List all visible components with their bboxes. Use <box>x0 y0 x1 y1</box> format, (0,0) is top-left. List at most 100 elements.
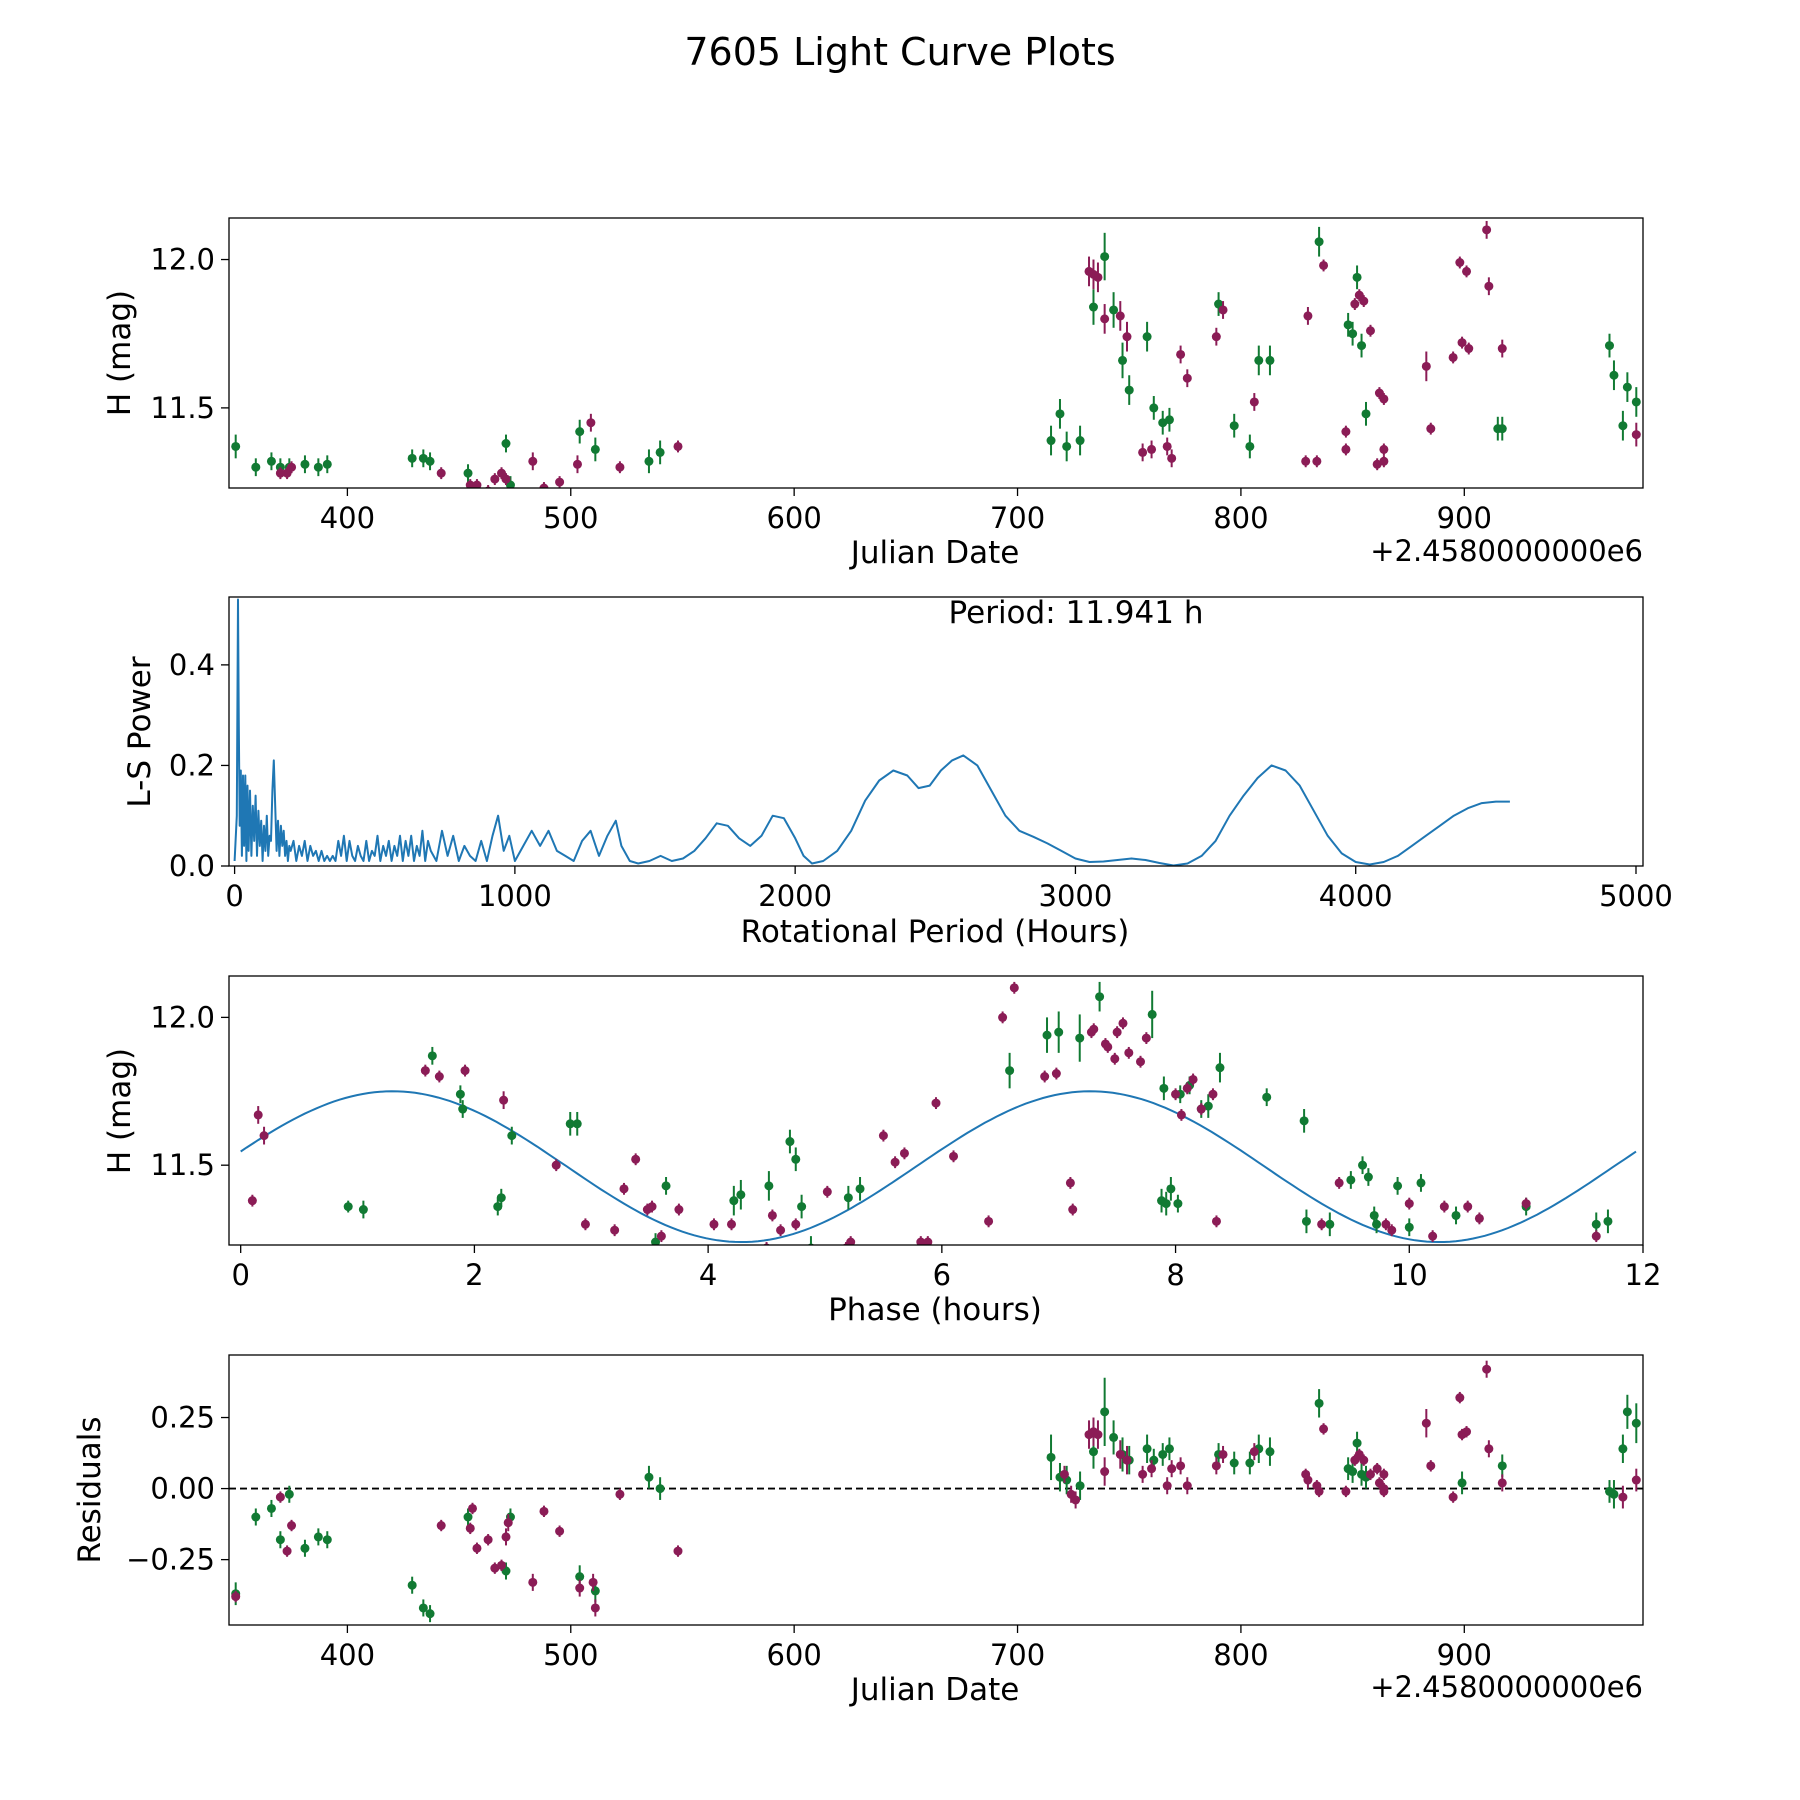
residuals-point-maroon <box>1162 1481 1172 1491</box>
residuals-point-maroon <box>1218 1449 1228 1459</box>
phased-point-maroon <box>247 1196 257 1206</box>
phased-point-green <box>358 1205 368 1215</box>
lightcurve-point-green <box>1357 341 1367 351</box>
lightcurve-point-green <box>1618 421 1628 431</box>
lightcurve-point-green <box>418 453 428 463</box>
lightcurve-point-maroon <box>287 462 297 472</box>
lightcurve-point-green <box>1604 341 1614 351</box>
phased-point-green <box>458 1104 468 1114</box>
phased-ylabel: H (mag) <box>102 1048 138 1174</box>
phased-point-maroon <box>674 1205 684 1215</box>
lightcurve-point-green <box>1164 415 1174 425</box>
lightcurve-point-maroon <box>1162 441 1172 451</box>
residuals-point-maroon <box>1426 1461 1436 1471</box>
phased-xtick-label: 0 <box>231 1258 249 1292</box>
phased-point-maroon <box>1112 1027 1122 1037</box>
phased-point-maroon <box>1428 1231 1438 1241</box>
phased-point-green <box>1173 1199 1183 1209</box>
residuals-point-green <box>1158 1449 1168 1459</box>
lightcurve-point-maroon <box>615 462 625 472</box>
lightcurve-point-maroon <box>673 441 683 451</box>
lightcurve-point-green <box>1265 355 1275 365</box>
phased-point-green <box>1042 1030 1052 1040</box>
residuals-point-maroon <box>1314 1486 1324 1496</box>
residuals-point-green <box>655 1484 665 1494</box>
phased-point-maroon <box>1334 1178 1344 1188</box>
residuals-xtick-label: 700 <box>990 1638 1045 1672</box>
phased-point-maroon <box>1182 1083 1192 1093</box>
lightcurve-xtick-label: 600 <box>766 501 821 535</box>
residuals-offset-label: +2.4580000000e6 <box>1370 1670 1643 1704</box>
residuals-point-maroon <box>1379 1469 1389 1479</box>
lightcurve-point-green <box>1055 409 1065 419</box>
lightcurve-point-maroon <box>1138 447 1148 457</box>
residuals-point-green <box>1348 1467 1358 1477</box>
residuals-point-maroon <box>575 1583 585 1593</box>
phased-point-green <box>1346 1175 1356 1185</box>
residuals-xlabel: Julian Date <box>849 1672 1020 1708</box>
phased-point-maroon <box>619 1184 629 1194</box>
lightcurve-point-maroon <box>1484 281 1494 291</box>
lightcurve-point-green <box>1361 409 1371 419</box>
residuals-point-maroon <box>1115 1449 1125 1459</box>
lightcurve-point-maroon <box>1350 299 1360 309</box>
periodogram-xtick-label: 1000 <box>478 879 552 913</box>
lightcurve-point-green <box>575 427 585 437</box>
phased-point-maroon <box>726 1219 736 1229</box>
lightcurve-point-maroon <box>528 456 538 466</box>
residuals-point-maroon <box>555 1526 565 1536</box>
phased-point-maroon <box>499 1095 509 1105</box>
lightcurve-point-maroon <box>1359 296 1369 306</box>
residuals-point-maroon <box>1303 1475 1313 1485</box>
lightcurve-point-green <box>590 444 600 454</box>
residuals-point-maroon <box>1100 1467 1110 1477</box>
residuals-point-green <box>1075 1481 1085 1491</box>
phased-point-green <box>1054 1027 1064 1037</box>
periodogram-xtick-label: 3000 <box>1039 879 1113 913</box>
residuals-point-green <box>644 1472 654 1482</box>
phased-point-maroon <box>1124 1048 1134 1058</box>
lightcurve-point-green <box>501 438 511 448</box>
phased-point-maroon <box>890 1157 900 1167</box>
residuals-xtick-label: 400 <box>320 1638 375 1672</box>
lightcurve-point-maroon <box>1379 394 1389 404</box>
lightcurve-point-green <box>300 459 310 469</box>
period-annotation: Period: 11.941 h <box>949 595 1204 631</box>
periodogram-ytick-label: 0.4 <box>169 648 215 682</box>
lightcurve-point-maroon <box>1249 397 1259 407</box>
residuals-point-green <box>1618 1444 1628 1454</box>
lightcurve-point-maroon <box>1426 424 1436 434</box>
periodogram-xtick-label: 4000 <box>1319 879 1393 913</box>
lightcurve-point-green <box>655 447 665 457</box>
phased-point-maroon <box>1211 1216 1221 1226</box>
residuals-point-maroon <box>1421 1418 1431 1428</box>
phased-point-maroon <box>709 1219 719 1229</box>
phased-point-maroon <box>1463 1202 1473 1212</box>
residuals-point-green <box>1164 1444 1174 1454</box>
residuals-point-maroon <box>1365 1469 1375 1479</box>
residuals-point-maroon <box>528 1577 538 1587</box>
phased-point-maroon <box>822 1187 832 1197</box>
lightcurve-xtick-label: 900 <box>1437 501 1492 535</box>
phased-point-maroon <box>647 1202 657 1212</box>
phased-point-maroon <box>998 1012 1008 1022</box>
residuals-point-maroon <box>1211 1461 1221 1471</box>
lightcurve-point-green <box>1124 385 1134 395</box>
residuals-point-green <box>1088 1447 1098 1457</box>
periodogram-ytick-label: 0.0 <box>169 849 215 883</box>
phased-panel: 0 2 4 6 8 10 12 11.5 12.0 Phase (hours) H (mag) <box>102 975 1661 1328</box>
periodogram-panel: 0 1000 2000 3000 4000 5000 0.0 0.2 0.4 Period: 1… <box>122 595 1673 950</box>
lightcurve-point-maroon <box>1218 305 1228 315</box>
periodogram-xtick-label: 5000 <box>1599 879 1673 913</box>
residuals-point-maroon <box>231 1592 241 1602</box>
phased-point-maroon <box>253 1110 263 1120</box>
periodogram-ylabel: L-S Power <box>122 656 158 807</box>
phased-point-maroon <box>846 1237 856 1245</box>
residuals-point-green <box>313 1532 323 1542</box>
phased-point-maroon <box>1474 1213 1484 1223</box>
residuals-point-maroon <box>1462 1427 1472 1437</box>
residuals-xtick-label: 900 <box>1437 1638 1492 1672</box>
residuals-ytick-label: 0.00 <box>150 1472 215 1506</box>
lightcurve-point-maroon <box>436 468 446 478</box>
